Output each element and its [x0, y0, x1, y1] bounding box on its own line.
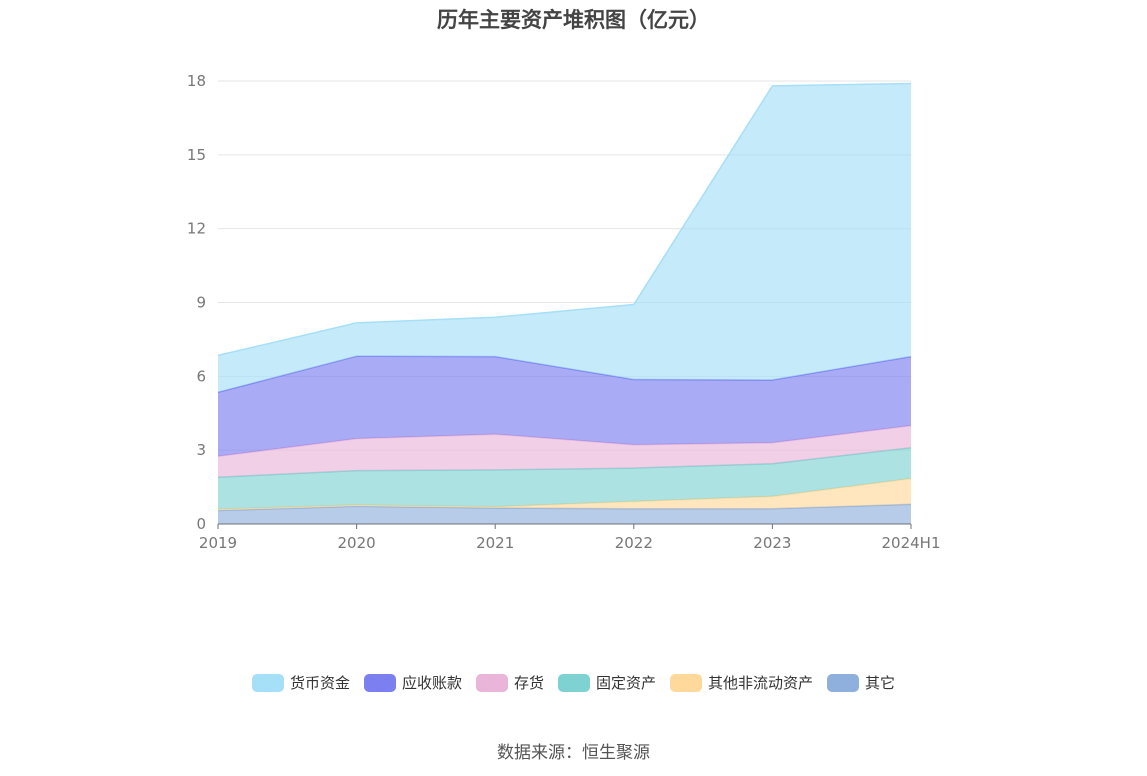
y-tick-label: 12	[187, 220, 206, 238]
legend-item[interactable]: 其它	[827, 672, 895, 693]
legend-label: 应收账款	[401, 674, 462, 692]
y-tick-label: 6	[196, 367, 206, 385]
legend-label: 货币资金	[289, 674, 350, 692]
legend-label: 存货	[513, 674, 544, 692]
legend-swatch	[363, 673, 396, 692]
legend-item[interactable]: 存货	[475, 672, 544, 693]
legend-item[interactable]: 固定资产	[558, 672, 656, 693]
x-tick-label: 2023	[753, 534, 791, 552]
x-tick-label: 2024H1	[882, 534, 941, 552]
legend-item[interactable]: 货币资金	[251, 672, 350, 693]
y-tick-label: 3	[196, 441, 206, 459]
area-series[interactable]	[218, 425, 911, 478]
x-tick-label: 2022	[615, 534, 653, 552]
x-tick-label: 2021	[476, 534, 514, 552]
area-series[interactable]	[218, 356, 911, 457]
legend-swatch	[558, 673, 590, 692]
area-series[interactable]	[218, 478, 911, 511]
x-tick-label: 2019	[199, 534, 237, 552]
area-series[interactable]	[218, 83, 911, 393]
chart-title: 历年主要资产堆积图（亿元）	[437, 8, 710, 32]
y-tick-label: 15	[187, 146, 206, 164]
legend-item[interactable]: 应收账款	[363, 672, 462, 693]
y-tick-label: 18	[187, 72, 206, 90]
data-source-note: 数据来源：恒生聚源	[497, 743, 650, 763]
area-series-edge	[217, 82, 912, 357]
legend-swatch	[251, 673, 284, 692]
legend-label: 固定资产	[596, 674, 657, 692]
y-tick-label: 0	[196, 515, 206, 533]
x-tick-label: 2020	[338, 534, 376, 552]
y-tick-label: 9	[196, 294, 206, 312]
legend-label: 其他非流动资产	[708, 674, 814, 692]
area-series[interactable]	[218, 447, 911, 510]
legend-item[interactable]: 其他非流动资产	[670, 672, 813, 693]
legend-swatch	[670, 673, 703, 692]
legend-swatch	[475, 673, 508, 692]
legend-swatch	[827, 673, 860, 692]
legend-label: 其它	[865, 674, 896, 692]
chart-legend: 货币资金 应收账款 存货 固定资产 其他非流动资产 其它	[0, 672, 1147, 693]
